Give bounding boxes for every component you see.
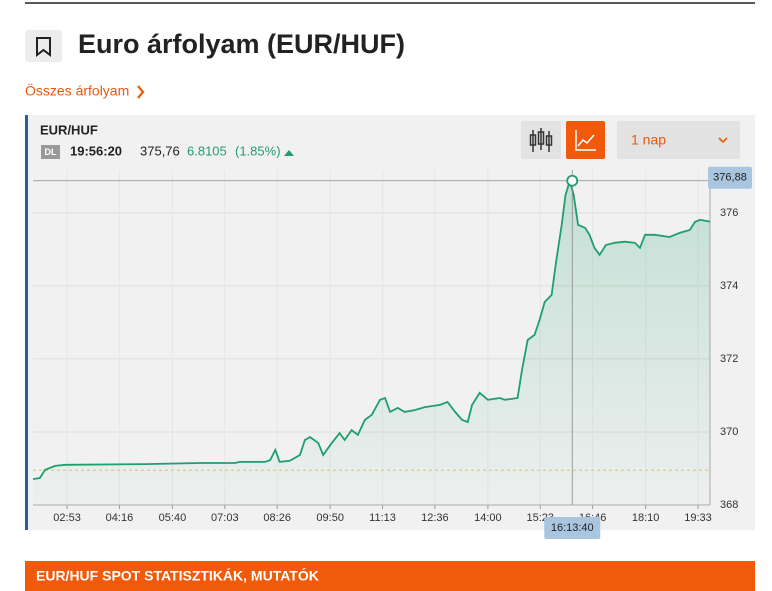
x-tick-label: 19:33 bbox=[684, 512, 712, 524]
period-label: 1 nap bbox=[631, 132, 666, 148]
x-label-box bbox=[544, 517, 601, 539]
symbol: EUR/HUF bbox=[40, 122, 98, 137]
bookmark-button[interactable] bbox=[25, 30, 62, 62]
page-title: Euro árfolyam (EUR/HUF) bbox=[78, 29, 405, 59]
all-rates-link[interactable]: Összes árfolyam bbox=[25, 82, 129, 99]
x-tick-label: 18:10 bbox=[632, 512, 660, 524]
quote-price: 375,76 bbox=[140, 143, 180, 158]
crosshair-x-label: 16:13:40 bbox=[551, 522, 594, 534]
quote-change: 6.8105 bbox=[187, 143, 227, 158]
crosshair-point bbox=[566, 174, 579, 187]
y-tick-label: 374 bbox=[720, 280, 738, 292]
y-label-box bbox=[708, 166, 752, 189]
line-chart-icon bbox=[575, 130, 596, 151]
x-tick-label: 14:00 bbox=[474, 512, 502, 524]
period-dropdown[interactable] bbox=[617, 121, 740, 159]
y-tick-label: 368 bbox=[720, 499, 738, 511]
x-tick-label: 09:50 bbox=[316, 512, 344, 524]
y-tick-label: 370 bbox=[720, 426, 738, 438]
quote-change-pct: (1.85%) bbox=[235, 143, 281, 158]
section-bar bbox=[25, 561, 755, 591]
crosshair-y-label: 376,88 bbox=[713, 172, 747, 184]
quote-time: 19:56:20 bbox=[70, 143, 122, 158]
badge: DL bbox=[45, 147, 57, 157]
link-arrow bbox=[137, 85, 145, 99]
plot: 368 370 372 374 376 02:53 04:16 05:40 07:03 08:26… bbox=[32, 166, 752, 539]
dropdown-caret bbox=[718, 137, 728, 144]
x-tick-label: 02:53 bbox=[53, 512, 81, 524]
widget-accent bbox=[25, 115, 28, 530]
bookmark-icon bbox=[36, 37, 51, 58]
badge-bg bbox=[41, 145, 60, 159]
up-arrow bbox=[284, 150, 294, 156]
y-tick-label: 372 bbox=[720, 353, 738, 365]
x-tick-label: 08:26 bbox=[263, 512, 291, 524]
x-tick-label: 11:13 bbox=[369, 512, 396, 524]
x-tick-label: 12:36 bbox=[421, 512, 449, 524]
line-chart-button[interactable] bbox=[566, 121, 605, 159]
section-title: EUR/HUF SPOT STATISZTIKÁK, MUTATÓK bbox=[36, 567, 319, 584]
y-tick-label: 376 bbox=[720, 207, 738, 219]
x-tick-label: 07:03 bbox=[211, 512, 239, 524]
x-tick-label: 05:40 bbox=[159, 512, 187, 524]
x-tick-label: 04:16 bbox=[106, 512, 134, 524]
candlestick-icon bbox=[529, 128, 553, 152]
line bbox=[32, 177, 711, 480]
area bbox=[33, 180, 710, 505]
